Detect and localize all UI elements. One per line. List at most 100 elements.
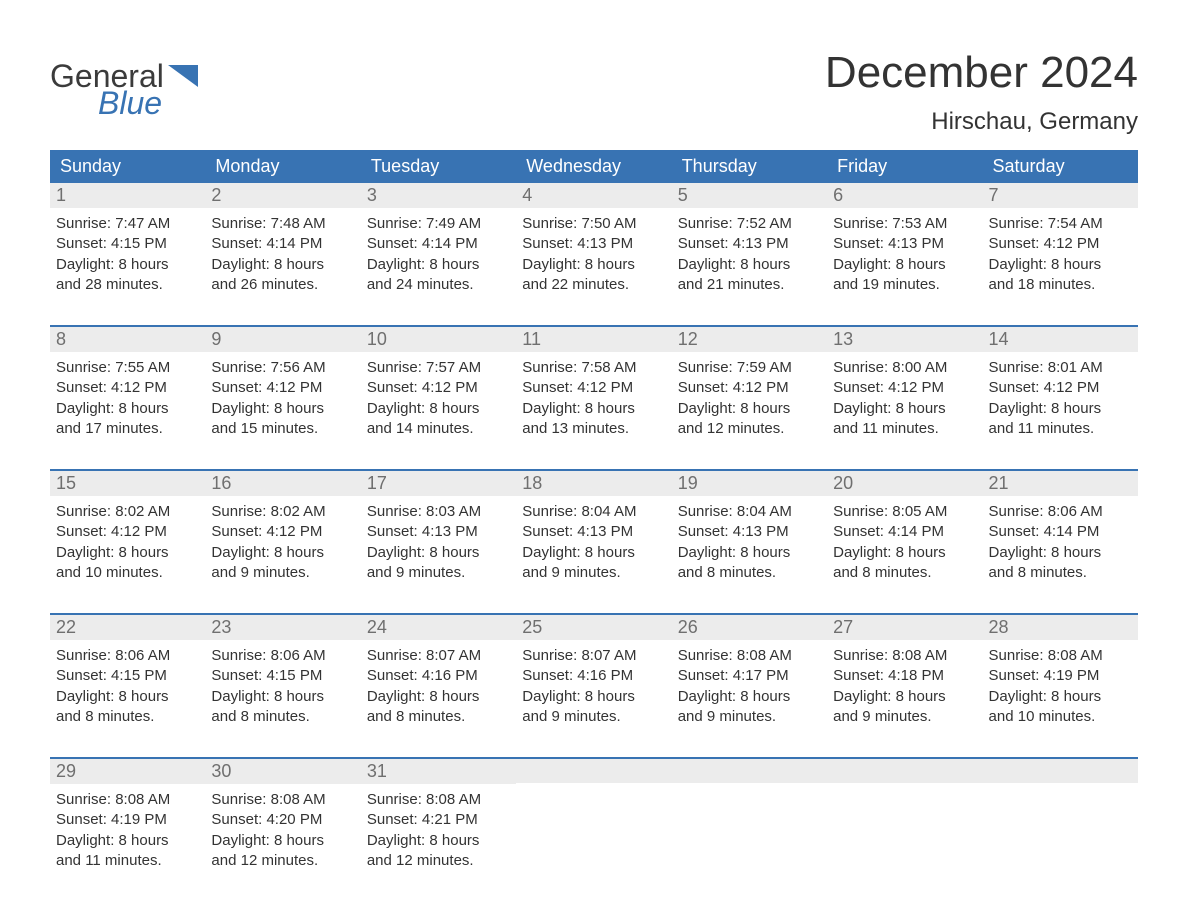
calendar-day-cell: 12 Sunrise: 7:59 AMSunset: 4:12 PMDayligh…	[672, 327, 827, 447]
day-sunset-line: Sunset: 4:12 PM	[522, 378, 663, 398]
day-number: 29	[56, 761, 76, 781]
calendar-day-cell: 21Sunrise: 8:06 AMSunset: 4:14 PMDayligh…	[983, 471, 1138, 591]
day-sunset-line: Sunset: 4:19 PM	[989, 666, 1130, 686]
day-body: Sunrise: 7:52 AMSunset: 4:13 PMDaylight:…	[672, 208, 827, 299]
day-number-bar: 30	[205, 759, 360, 784]
day-number: 13	[833, 329, 853, 349]
day-sunset-line: Sunset: 4:12 PM	[211, 522, 352, 542]
day-number-bar: 17	[361, 471, 516, 496]
day-d2-line: and 9 minutes.	[833, 707, 974, 727]
calendar-day-cell	[827, 759, 982, 879]
day-d2-line: and 9 minutes.	[678, 707, 819, 727]
day-number-bar: 13	[827, 327, 982, 352]
day-body: Sunrise: 8:08 AMSunset: 4:18 PMDaylight:…	[827, 640, 982, 731]
day-body: Sunrise: 7:47 AMSunset: 4:15 PMDaylight:…	[50, 208, 205, 299]
calendar-day-cell: 31Sunrise: 8:08 AMSunset: 4:21 PMDayligh…	[361, 759, 516, 879]
day-body: Sunrise: 8:07 AMSunset: 4:16 PMDaylight:…	[361, 640, 516, 731]
day-d1-line: Daylight: 8 hours	[211, 831, 352, 851]
day-sunset-line: Sunset: 4:12 PM	[56, 378, 197, 398]
day-sunrise-line: Sunrise: 7:59 AM	[678, 358, 819, 378]
day-d2-line: and 8 minutes.	[989, 563, 1130, 583]
day-body: Sunrise: 8:05 AMSunset: 4:14 PMDaylight:…	[827, 496, 982, 587]
day-number-bar: 14	[983, 327, 1138, 352]
calendar-day-cell: 26Sunrise: 8:08 AMSunset: 4:17 PMDayligh…	[672, 615, 827, 735]
day-body: Sunrise: 7:53 AMSunset: 4:13 PMDaylight:…	[827, 208, 982, 299]
day-number-bar: 10	[361, 327, 516, 352]
day-body: Sunrise: 7:57 AMSunset: 4:12 PMDaylight:…	[361, 352, 516, 443]
day-sunrise-line: Sunrise: 7:57 AM	[367, 358, 508, 378]
day-number-bar: 31	[361, 759, 516, 784]
day-number-bar: 16	[205, 471, 360, 496]
day-number-bar: 22	[50, 615, 205, 640]
day-d1-line: Daylight: 8 hours	[678, 399, 819, 419]
day-d2-line: and 11 minutes.	[833, 419, 974, 439]
day-d2-line: and 21 minutes.	[678, 275, 819, 295]
day-number: 5	[678, 185, 688, 205]
day-number-bar: 8	[50, 327, 205, 352]
day-d2-line: and 24 minutes.	[367, 275, 508, 295]
day-number-bar: 20	[827, 471, 982, 496]
day-number-bar: 28	[983, 615, 1138, 640]
day-d1-line: Daylight: 8 hours	[56, 687, 197, 707]
day-sunrise-line: Sunrise: 8:07 AM	[367, 646, 508, 666]
day-number: 2	[211, 185, 221, 205]
day-sunset-line: Sunset: 4:19 PM	[56, 810, 197, 830]
day-d2-line: and 8 minutes.	[678, 563, 819, 583]
day-sunset-line: Sunset: 4:14 PM	[367, 234, 508, 254]
day-sunset-line: Sunset: 4:14 PM	[833, 522, 974, 542]
day-number: 24	[367, 617, 387, 637]
day-number: 16	[211, 473, 231, 493]
day-body: Sunrise: 8:03 AMSunset: 4:13 PMDaylight:…	[361, 496, 516, 587]
calendar-day-cell: 19Sunrise: 8:04 AMSunset: 4:13 PMDayligh…	[672, 471, 827, 591]
day-sunrise-line: Sunrise: 7:47 AM	[56, 214, 197, 234]
calendar-day-cell: 27Sunrise: 8:08 AMSunset: 4:18 PMDayligh…	[827, 615, 982, 735]
day-number: 4	[522, 185, 532, 205]
calendar-day-cell: 24 Sunrise: 8:07 AMSunset: 4:16 PMDayligh…	[361, 615, 516, 735]
calendar-day-cell: 5 Sunrise: 7:52 AMSunset: 4:13 PMDaylight…	[672, 183, 827, 303]
day-sunrise-line: Sunrise: 8:04 AM	[522, 502, 663, 522]
calendar-day-cell	[983, 759, 1138, 879]
calendar-day-cell: 28 Sunrise: 8:08 AMSunset: 4:19 PMDayligh…	[983, 615, 1138, 735]
day-sunrise-line: Sunrise: 7:56 AM	[211, 358, 352, 378]
day-number-bar: 23	[205, 615, 360, 640]
logo-shape-icon	[168, 58, 198, 95]
day-number: 8	[56, 329, 66, 349]
day-number-bar	[516, 759, 671, 783]
day-sunset-line: Sunset: 4:15 PM	[56, 234, 197, 254]
day-sunrise-line: Sunrise: 7:55 AM	[56, 358, 197, 378]
day-sunset-line: Sunset: 4:16 PM	[367, 666, 508, 686]
logo-text-blue: Blue	[98, 85, 162, 122]
day-sunset-line: Sunset: 4:18 PM	[833, 666, 974, 686]
day-d1-line: Daylight: 8 hours	[367, 255, 508, 275]
day-sunrise-line: Sunrise: 8:08 AM	[989, 646, 1130, 666]
day-number: 18	[522, 473, 542, 493]
day-number-bar: 9	[205, 327, 360, 352]
day-number-bar: 1	[50, 183, 205, 208]
day-sunset-line: Sunset: 4:13 PM	[678, 234, 819, 254]
day-d1-line: Daylight: 8 hours	[989, 687, 1130, 707]
calendar-day-cell: 20Sunrise: 8:05 AMSunset: 4:14 PMDayligh…	[827, 471, 982, 591]
day-d2-line: and 13 minutes.	[522, 419, 663, 439]
day-d2-line: and 26 minutes.	[211, 275, 352, 295]
day-body: Sunrise: 7:59 AMSunset: 4:12 PMDaylight:…	[672, 352, 827, 443]
day-sunset-line: Sunset: 4:12 PM	[989, 378, 1130, 398]
day-d1-line: Daylight: 8 hours	[833, 687, 974, 707]
calendar-day-cell: 10Sunrise: 7:57 AMSunset: 4:12 PMDayligh…	[361, 327, 516, 447]
day-d2-line: and 12 minutes.	[367, 851, 508, 871]
day-sunrise-line: Sunrise: 8:03 AM	[367, 502, 508, 522]
calendar-day-cell: 29Sunrise: 8:08 AMSunset: 4:19 PMDayligh…	[50, 759, 205, 879]
day-sunrise-line: Sunrise: 8:02 AM	[56, 502, 197, 522]
day-sunrise-line: Sunrise: 7:53 AM	[833, 214, 974, 234]
day-d2-line: and 8 minutes.	[833, 563, 974, 583]
calendar-day-cell: 2Sunrise: 7:48 AMSunset: 4:14 PMDaylight…	[205, 183, 360, 303]
logo: General Blue	[50, 58, 198, 122]
calendar-header-cell: Sunday	[50, 150, 205, 183]
day-body: Sunrise: 8:08 AMSunset: 4:17 PMDaylight:…	[672, 640, 827, 731]
day-d2-line: and 9 minutes.	[522, 707, 663, 727]
day-d1-line: Daylight: 8 hours	[367, 687, 508, 707]
day-d2-line: and 11 minutes.	[989, 419, 1130, 439]
day-d1-line: Daylight: 8 hours	[833, 399, 974, 419]
day-number: 12	[678, 329, 698, 349]
calendar-day-cell: 17Sunrise: 8:03 AMSunset: 4:13 PMDayligh…	[361, 471, 516, 591]
calendar-day-cell: 14Sunrise: 8:01 AMSunset: 4:12 PMDayligh…	[983, 327, 1138, 447]
